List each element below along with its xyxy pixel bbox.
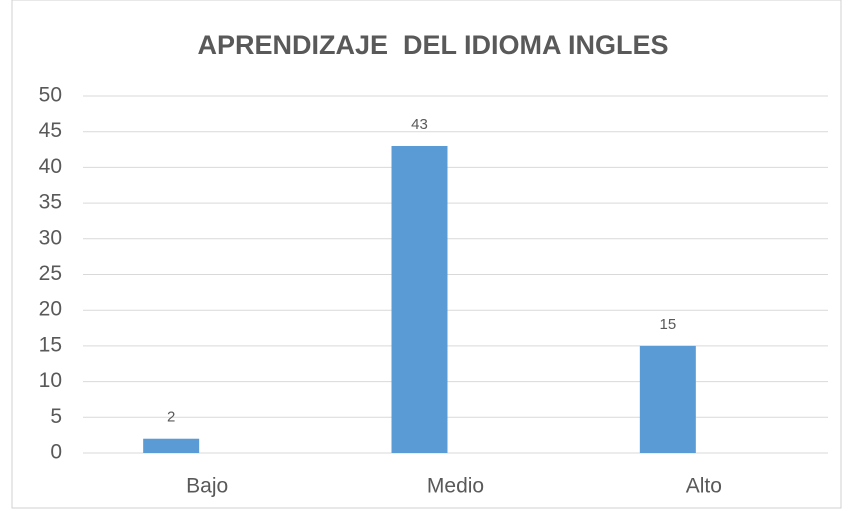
y-tick-label: 25 <box>39 262 62 285</box>
y-tick-label: 10 <box>39 369 62 392</box>
x-tick-label: Alto <box>686 475 722 498</box>
y-tick-label: 35 <box>39 191 62 214</box>
bar <box>391 145 448 454</box>
y-tick-label: 5 <box>50 405 62 428</box>
x-tick-label: Bajo <box>186 475 228 498</box>
bar <box>639 345 696 453</box>
y-tick-label: 45 <box>39 119 62 142</box>
data-label: 43 <box>411 116 428 133</box>
y-tick-label: 15 <box>39 333 62 356</box>
chart-title: APRENDIZAJE DEL IDIOMA INGLES <box>197 30 668 60</box>
y-tick-label: 30 <box>39 226 62 249</box>
x-tick-label: Medio <box>427 475 484 498</box>
y-tick-label: 0 <box>50 441 62 464</box>
y-tick-label: 20 <box>39 298 62 321</box>
data-label: 2 <box>167 409 175 426</box>
bar <box>143 438 200 453</box>
y-tick-label: 40 <box>39 155 62 178</box>
y-tick-label: 50 <box>39 84 62 107</box>
data-label: 15 <box>659 316 676 333</box>
